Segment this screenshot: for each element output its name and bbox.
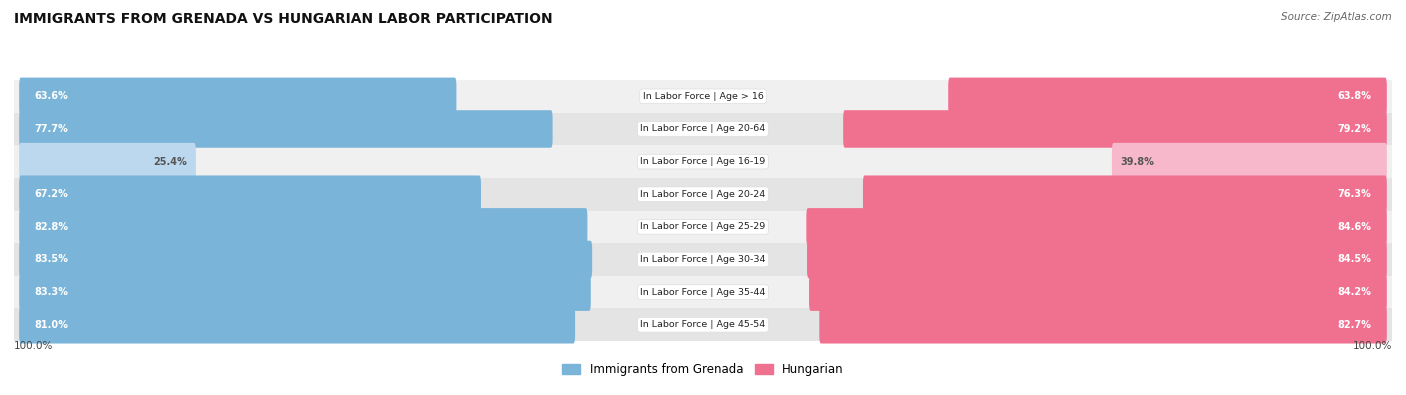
Legend: Immigrants from Grenada, Hungarian: Immigrants from Grenada, Hungarian: [558, 358, 848, 381]
FancyBboxPatch shape: [1112, 143, 1386, 181]
Text: 79.2%: 79.2%: [1337, 124, 1371, 134]
FancyBboxPatch shape: [948, 77, 1386, 115]
Text: 84.2%: 84.2%: [1337, 287, 1371, 297]
Bar: [14, 276, 1392, 308]
Text: 25.4%: 25.4%: [153, 156, 187, 167]
Text: 76.3%: 76.3%: [1337, 189, 1371, 199]
Text: 100.0%: 100.0%: [14, 341, 53, 351]
Text: In Labor Force | Age 25-29: In Labor Force | Age 25-29: [640, 222, 766, 231]
Bar: [14, 243, 1392, 276]
Text: 84.6%: 84.6%: [1337, 222, 1371, 232]
FancyBboxPatch shape: [20, 143, 195, 181]
Text: 39.8%: 39.8%: [1121, 156, 1154, 167]
FancyBboxPatch shape: [820, 306, 1386, 344]
Text: 83.5%: 83.5%: [35, 254, 69, 265]
FancyBboxPatch shape: [844, 110, 1386, 148]
Text: 81.0%: 81.0%: [35, 320, 69, 330]
Text: 77.7%: 77.7%: [35, 124, 69, 134]
Bar: [14, 178, 1392, 211]
Text: In Labor Force | Age 20-64: In Labor Force | Age 20-64: [640, 124, 766, 134]
Text: 63.6%: 63.6%: [35, 91, 69, 102]
Text: 82.8%: 82.8%: [35, 222, 69, 232]
Text: In Labor Force | Age 16-19: In Labor Force | Age 16-19: [640, 157, 766, 166]
FancyBboxPatch shape: [20, 110, 553, 148]
FancyBboxPatch shape: [863, 175, 1386, 213]
Text: In Labor Force | Age 20-24: In Labor Force | Age 20-24: [640, 190, 766, 199]
Text: In Labor Force | Age 30-34: In Labor Force | Age 30-34: [640, 255, 766, 264]
Bar: [14, 113, 1392, 145]
FancyBboxPatch shape: [20, 77, 457, 115]
Text: In Labor Force | Age 45-54: In Labor Force | Age 45-54: [640, 320, 766, 329]
Text: 100.0%: 100.0%: [1353, 341, 1392, 351]
Bar: [14, 145, 1392, 178]
Text: In Labor Force | Age > 16: In Labor Force | Age > 16: [643, 92, 763, 101]
Text: In Labor Force | Age 35-44: In Labor Force | Age 35-44: [640, 288, 766, 297]
Text: 82.7%: 82.7%: [1337, 320, 1371, 330]
FancyBboxPatch shape: [20, 306, 575, 344]
FancyBboxPatch shape: [807, 208, 1386, 246]
Text: 83.3%: 83.3%: [35, 287, 69, 297]
Text: 63.8%: 63.8%: [1337, 91, 1371, 102]
Text: 67.2%: 67.2%: [35, 189, 69, 199]
Text: Source: ZipAtlas.com: Source: ZipAtlas.com: [1281, 12, 1392, 22]
Text: 84.5%: 84.5%: [1337, 254, 1371, 265]
FancyBboxPatch shape: [20, 241, 592, 278]
Bar: [14, 308, 1392, 341]
Bar: [14, 211, 1392, 243]
Bar: [14, 80, 1392, 113]
FancyBboxPatch shape: [808, 273, 1386, 311]
FancyBboxPatch shape: [20, 208, 588, 246]
Text: IMMIGRANTS FROM GRENADA VS HUNGARIAN LABOR PARTICIPATION: IMMIGRANTS FROM GRENADA VS HUNGARIAN LAB…: [14, 12, 553, 26]
FancyBboxPatch shape: [20, 175, 481, 213]
FancyBboxPatch shape: [20, 273, 591, 311]
FancyBboxPatch shape: [807, 241, 1386, 278]
